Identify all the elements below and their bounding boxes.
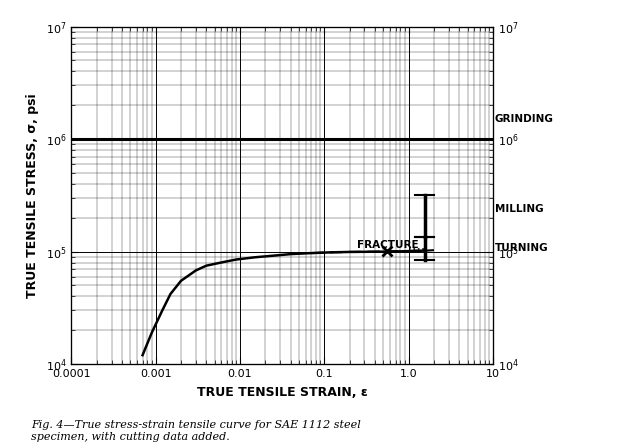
Text: FRACTURE: FRACTURE <box>356 240 418 250</box>
Text: MILLING: MILLING <box>495 204 543 214</box>
Y-axis label: TRUE TENSILE STRESS, σ, psi: TRUE TENSILE STRESS, σ, psi <box>25 93 38 297</box>
Text: Fig. 4—True stress-strain tensile curve for SAE 1112 steel
specimen, with cuttin: Fig. 4—True stress-strain tensile curve … <box>31 420 361 442</box>
Text: GRINDING: GRINDING <box>495 114 554 124</box>
Text: TURNING: TURNING <box>495 243 548 254</box>
X-axis label: TRUE TENSILE STRAIN, ε: TRUE TENSILE STRAIN, ε <box>197 386 368 399</box>
